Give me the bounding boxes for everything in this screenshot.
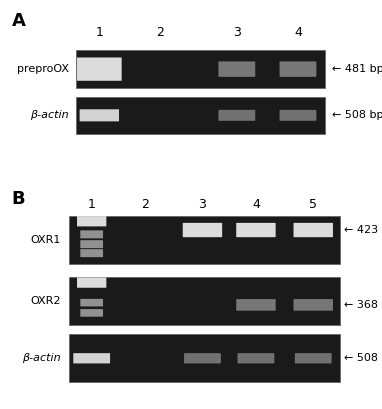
- Text: ← 368 bp: ← 368 bp: [344, 300, 382, 310]
- FancyBboxPatch shape: [77, 57, 121, 81]
- Text: OXR2: OXR2: [31, 296, 61, 306]
- FancyBboxPatch shape: [280, 110, 316, 121]
- FancyBboxPatch shape: [69, 277, 340, 325]
- FancyBboxPatch shape: [295, 353, 332, 364]
- FancyBboxPatch shape: [280, 61, 316, 77]
- Text: 3: 3: [199, 198, 206, 211]
- FancyBboxPatch shape: [238, 353, 274, 364]
- FancyBboxPatch shape: [236, 223, 276, 237]
- Text: preproOX: preproOX: [17, 64, 69, 74]
- Text: β-actin: β-actin: [30, 110, 69, 120]
- FancyBboxPatch shape: [80, 249, 103, 257]
- Text: 2: 2: [157, 26, 164, 39]
- Text: 3: 3: [233, 26, 241, 39]
- FancyBboxPatch shape: [80, 240, 103, 248]
- Text: 1: 1: [96, 26, 103, 39]
- FancyBboxPatch shape: [76, 97, 325, 134]
- Text: β-actin: β-actin: [23, 353, 61, 363]
- Text: ← 423 bp: ← 423 bp: [344, 225, 382, 235]
- FancyBboxPatch shape: [69, 216, 340, 264]
- Text: B: B: [11, 190, 25, 208]
- FancyBboxPatch shape: [293, 299, 333, 311]
- Text: ← 508 bp: ← 508 bp: [332, 110, 382, 120]
- FancyBboxPatch shape: [219, 61, 255, 77]
- Text: ← 481 bp: ← 481 bp: [332, 64, 382, 74]
- Text: 2: 2: [141, 198, 149, 211]
- FancyBboxPatch shape: [77, 216, 106, 227]
- Text: ← 508 bp: ← 508 bp: [344, 353, 382, 363]
- FancyBboxPatch shape: [80, 230, 103, 238]
- FancyBboxPatch shape: [79, 109, 119, 121]
- FancyBboxPatch shape: [76, 50, 325, 88]
- FancyBboxPatch shape: [80, 309, 103, 317]
- FancyBboxPatch shape: [80, 299, 103, 306]
- Text: 4: 4: [252, 198, 260, 211]
- FancyBboxPatch shape: [77, 277, 106, 288]
- Text: A: A: [11, 12, 25, 30]
- Text: OXR1: OXR1: [31, 235, 61, 245]
- FancyBboxPatch shape: [293, 223, 333, 237]
- FancyBboxPatch shape: [219, 110, 255, 121]
- Text: 5: 5: [309, 198, 317, 211]
- FancyBboxPatch shape: [236, 299, 276, 311]
- FancyBboxPatch shape: [183, 223, 222, 237]
- FancyBboxPatch shape: [184, 353, 221, 364]
- Text: 1: 1: [88, 198, 96, 211]
- FancyBboxPatch shape: [69, 334, 340, 382]
- Text: 4: 4: [294, 26, 302, 39]
- FancyBboxPatch shape: [73, 353, 110, 364]
